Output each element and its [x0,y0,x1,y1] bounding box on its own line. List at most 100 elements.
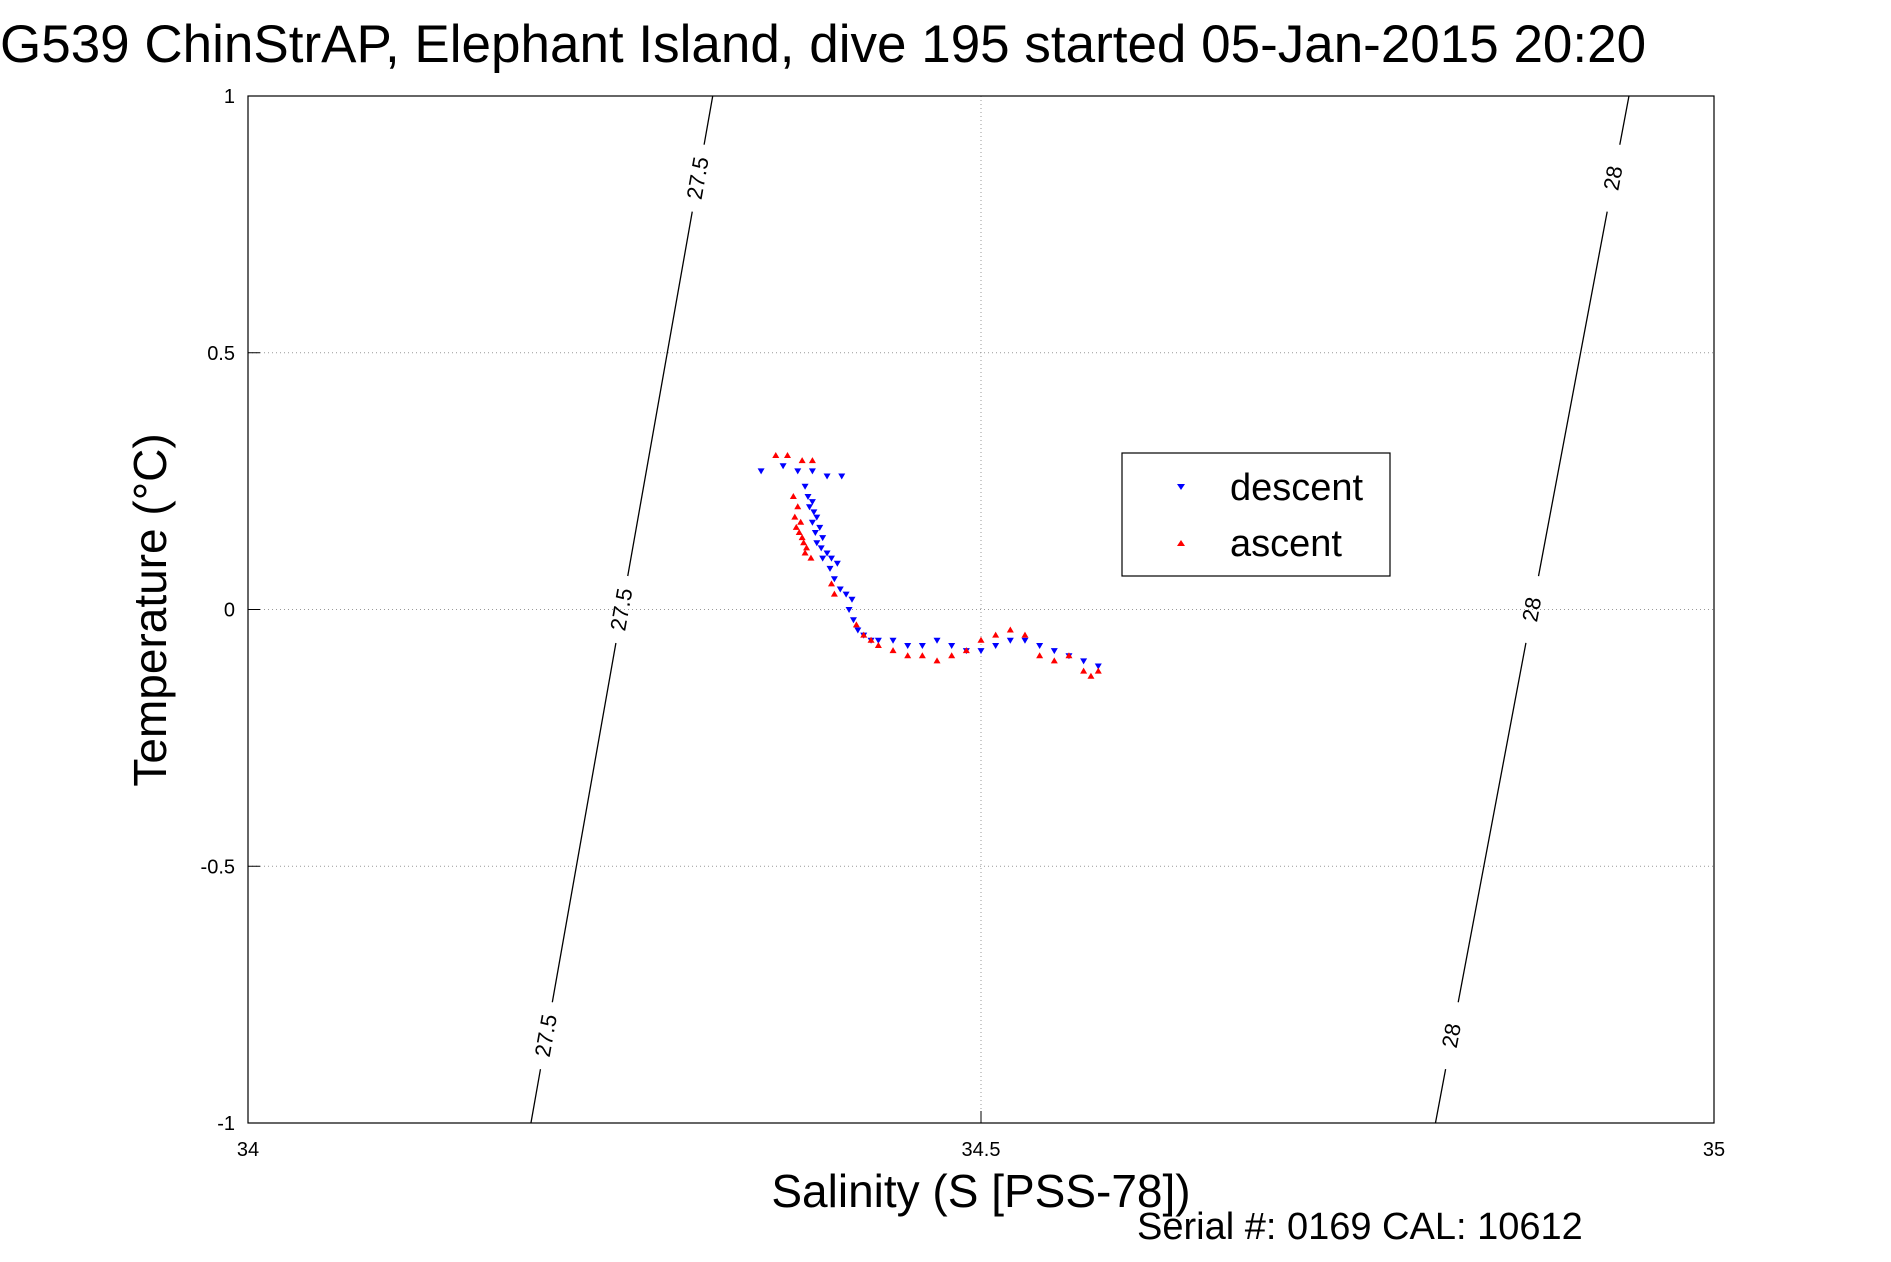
descent-point [918,642,926,649]
ascent-point [1080,667,1088,674]
descent-point [992,642,1000,649]
descent-point [933,637,941,644]
descent-point [827,555,835,562]
y-axis-ticks: -1 -0.5 0 0.5 1 [201,86,260,1135]
descent-point [801,483,809,490]
ascent-point [798,457,806,464]
ascent-point [808,457,816,464]
descent-point [977,648,985,655]
descent-point [823,550,831,557]
descent-point [805,504,813,511]
ascent-point [794,503,802,510]
isopycnal-label: 27.5 [530,1012,562,1059]
ascent-point [791,513,799,520]
ascent-point [852,621,860,628]
x-tick-label: 34.5 [962,1139,1001,1161]
descent-point [819,535,827,542]
ascent-point [1036,652,1044,659]
ascent-point [1050,657,1058,664]
y-tick-label: -0.5 [201,856,235,878]
isopycnal-label: 28 [1598,164,1627,193]
descent-point [826,565,834,572]
ascent-point [792,523,800,530]
descent-point [810,509,818,516]
ascent-point [827,580,835,587]
ascent-point [783,451,791,458]
descent-point [836,586,844,593]
x-tick-label: 34 [237,1139,259,1161]
legend-marker-descent [1177,484,1185,490]
y-tick-label: -1 [217,1113,235,1135]
descent-point [816,524,824,531]
descent-point [1036,642,1044,649]
legend-label-descent: descent [1230,467,1364,509]
y-tick-label: 1 [224,86,235,108]
descent-point [1050,648,1058,655]
x-tick-label: 35 [1703,1139,1725,1161]
y-tick-label: 0 [224,600,235,622]
ascent-point [977,636,985,643]
y-tick-label: 0.5 [207,343,235,365]
ascent-point [772,451,780,458]
descent-point [813,514,821,521]
descent-point [794,468,802,475]
descent-point [842,591,850,598]
descent-point [808,468,816,475]
descent-point [1080,658,1088,665]
descent-point [819,555,827,562]
descent-point [833,560,841,567]
ascent-point [860,631,868,638]
descent-point [854,627,862,634]
ascent-point [867,636,875,643]
x-axis-label: Salinity (S [PSS-78]) [771,1165,1190,1217]
descent-point [849,617,857,624]
ascent-point [1065,652,1073,659]
ascent-point [798,534,806,541]
ascent-point [800,539,808,546]
isopycnal-label: 27.5 [682,155,714,202]
data-points [757,451,1102,679]
isopycnal-contours: 27.5 27.5 27.5 28 28 28 [530,95,1630,1124]
serial-calibration-text: Serial #: 0169 CAL: 10612 [1137,1206,1583,1248]
descent-point [1094,663,1102,670]
descent-point [817,545,825,552]
ascent-point [1087,672,1095,679]
ascent-point [948,652,956,659]
descent-point [811,529,819,536]
descent-point [1006,637,1014,644]
legend-label-ascent: ascent [1230,523,1342,565]
descent-point [823,473,831,480]
descent-point [830,576,838,583]
descent-point [848,596,856,603]
grid-lines [248,96,1714,1123]
x-axis-ticks: 34 34.5 35 [237,1111,1725,1161]
descent-point [904,642,912,649]
ascent-point [803,544,811,551]
ascent-point [933,657,941,664]
ascent-point [1006,626,1014,633]
chart-title: G539 ChinStrAP, Elephant Island, dive 19… [0,15,1646,74]
ascent-point [797,518,805,525]
descent-point [948,642,956,649]
legend: descent ascent [1121,452,1391,577]
ascent-point [992,631,1000,638]
descent-point [889,637,897,644]
descent-point [813,540,821,547]
ascent-point [1021,631,1029,638]
descent-point [845,607,853,613]
ascent-point [1094,667,1102,674]
ascent-point [889,647,897,654]
isopycnal-label: 27.5 [605,586,637,633]
ascent-point [830,590,838,597]
ascent-point [807,554,815,561]
descent-point [808,499,816,506]
ascent-point [904,652,912,659]
ascent-point [962,647,970,654]
descent-point [1021,637,1029,644]
ascent-point [874,641,882,648]
descent-point [838,473,846,480]
descent-point [874,637,882,644]
ascent-point [918,652,926,659]
isopycnal-line [1434,95,1630,1124]
